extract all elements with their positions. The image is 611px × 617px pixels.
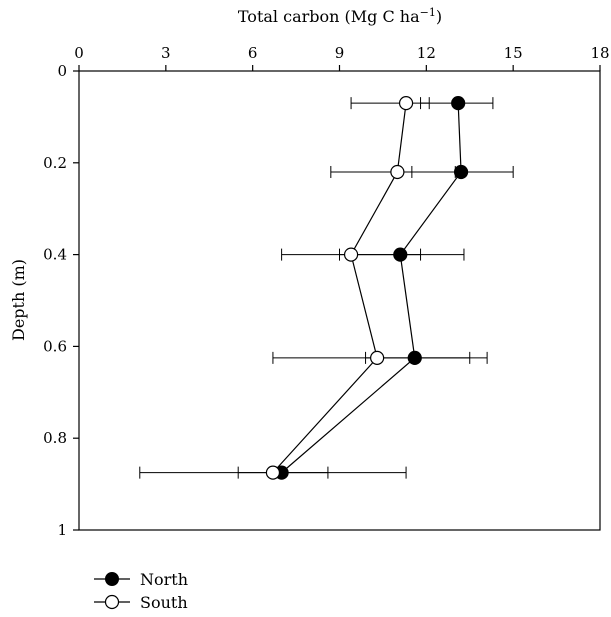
y-tick-label: 0.2 (43, 154, 67, 172)
x-axis-title: Total carbon (Mg C ha−1) (238, 6, 442, 26)
x-axis-title-superscript: −1 (420, 6, 436, 19)
y-tick-label: 0.8 (43, 429, 67, 447)
data-point-south (343, 247, 359, 262)
legend-label-south: South (140, 593, 188, 612)
y-tick-label: 0 (57, 62, 67, 80)
y-axis-title: Depth (m) (9, 259, 28, 341)
y-tick-label: 0.6 (43, 337, 67, 355)
x-tick-label: 15 (504, 44, 523, 62)
y-tick-label: 1 (57, 521, 67, 539)
data-point-north (451, 96, 466, 111)
legend-marker-north (105, 572, 119, 586)
series-line-south (272, 103, 407, 474)
x-tick-label: 6 (248, 44, 258, 62)
y-axis-ticks: 0 0.2 0.4 0.6 0.8 1 (43, 62, 79, 539)
x-tick-label: 18 (590, 44, 609, 62)
data-point-south (370, 350, 385, 365)
series-line-north (281, 103, 462, 474)
data-point-north (393, 247, 408, 262)
y-tick-label: 0.4 (43, 246, 67, 264)
x-axis-title-main: Total carbon (Mg C ha (238, 7, 420, 26)
legend-item-south: South (94, 593, 188, 612)
x-tick-label: 9 (335, 44, 345, 62)
error-bar-south (350, 97, 430, 110)
x-axis-ticks: 0 3 6 9 12 15 18 (74, 44, 610, 71)
x-tick-label: 12 (417, 44, 436, 62)
x-tick-label: 3 (161, 44, 171, 62)
x-axis-title-close: ) (436, 7, 442, 26)
legend-item-north: North (94, 570, 188, 589)
data-point-north (407, 350, 422, 365)
legend-marker-south (104, 594, 120, 610)
data-point-south (390, 164, 405, 180)
legend: North South (94, 570, 188, 612)
series-layer (139, 96, 514, 480)
data-point-south (398, 96, 414, 111)
data-point-north (453, 164, 469, 180)
plot-frame (78, 70, 601, 531)
x-tick-label: 0 (74, 44, 84, 62)
legend-label-north: North (140, 570, 188, 589)
data-point-south (265, 465, 281, 480)
